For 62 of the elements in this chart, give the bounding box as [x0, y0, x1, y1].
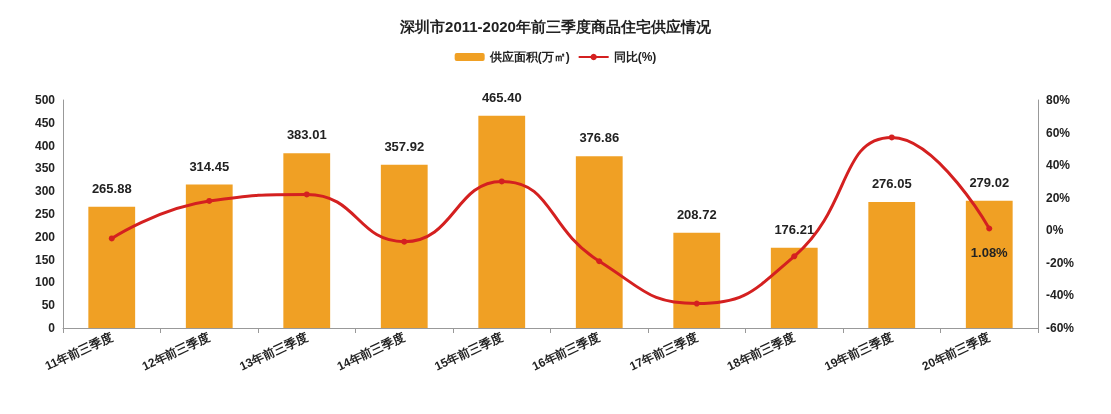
x-tick-label: 12年前三季度 — [139, 329, 213, 374]
point — [693, 300, 700, 307]
bar — [575, 156, 623, 328]
data-label: 1.08% — [970, 244, 1009, 260]
y-tick-label: 400 — [34, 138, 56, 153]
bar — [380, 164, 428, 328]
point — [498, 178, 505, 185]
data-label: 357.92 — [384, 138, 425, 154]
bar — [868, 202, 916, 328]
data-label: 376.86 — [579, 130, 620, 146]
y-tick-label: 150 — [34, 252, 56, 267]
y2-tick-label: -40% — [1046, 288, 1075, 303]
y2-tick-label: 60% — [1046, 125, 1071, 140]
point — [401, 238, 408, 245]
point — [596, 258, 603, 265]
y2-tick-label: 40% — [1046, 158, 1071, 173]
data-label: 465.40 — [481, 89, 522, 105]
point — [303, 191, 310, 198]
y-tick-label: 50 — [41, 298, 56, 313]
y2-tick-label: 80% — [1046, 93, 1071, 107]
bar — [185, 184, 233, 328]
point — [108, 235, 115, 242]
legend-label: 同比(%) — [613, 50, 657, 64]
y-tick-label: 450 — [34, 115, 56, 130]
point — [888, 134, 895, 141]
x-tick-label: 13年前三季度 — [237, 329, 310, 374]
x-tick-label: 20年前三季度 — [919, 329, 993, 374]
y2-tick-label: 0% — [1046, 223, 1064, 238]
data-label: 279.02 — [969, 174, 1010, 190]
data-label: 383.01 — [286, 127, 327, 143]
bar — [88, 206, 136, 328]
y-tick-label: 250 — [34, 207, 56, 221]
chart-title: 深圳市2011-2020年前三季度商品住宅供应情况 — [399, 18, 712, 35]
point — [206, 197, 213, 204]
y-tick-label: 0 — [48, 321, 56, 335]
data-label: 265.88 — [91, 180, 132, 196]
x-tick-label: 14年前三季度 — [334, 329, 408, 374]
data-label: 276.05 — [871, 176, 912, 192]
data-label: 314.45 — [189, 158, 230, 174]
y2-tick-label: -20% — [1046, 255, 1075, 270]
x-tick-label: 18年前三季度 — [724, 329, 798, 374]
y-tick-label: 300 — [34, 184, 56, 199]
x-tick-label: 15年前三季度 — [432, 329, 505, 374]
bar — [673, 232, 721, 328]
y-tick-label: 100 — [34, 275, 56, 290]
y2-tick-label: 20% — [1046, 190, 1071, 205]
y-tick-label: 500 — [34, 93, 56, 107]
x-tick-label: 16年前三季度 — [529, 329, 603, 374]
y-tick-label: 200 — [34, 229, 56, 244]
legend-label: 供应面积(万㎡) — [488, 50, 570, 64]
y2-tick-label: -60% — [1046, 321, 1075, 335]
x-tick-label: 19年前三季度 — [822, 329, 895, 374]
bar — [965, 200, 1013, 328]
y-tick-label: 350 — [34, 161, 56, 176]
data-label: 176.21 — [774, 221, 815, 237]
bar — [770, 247, 818, 328]
bar — [478, 115, 526, 328]
point — [986, 225, 993, 232]
point — [791, 253, 798, 260]
data-label: 208.72 — [676, 206, 717, 222]
x-tick-label: 17年前三季度 — [627, 329, 700, 374]
bar — [283, 153, 331, 328]
